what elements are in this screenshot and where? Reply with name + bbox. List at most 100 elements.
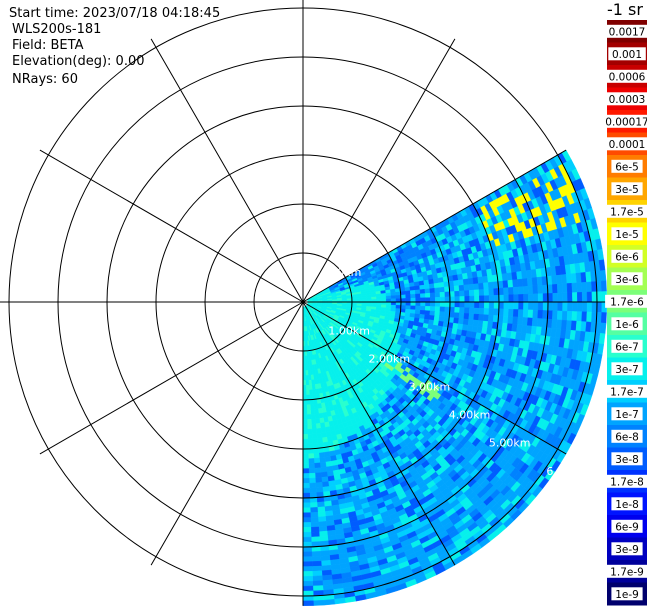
- beta-sector: [302, 149, 608, 607]
- colorbar-tick-label: 1e-8: [615, 499, 639, 511]
- colorbar-tick-label: 6e-5: [615, 161, 639, 173]
- range-gate-cell: [310, 536, 320, 543]
- range-gate-cell: [552, 310, 558, 321]
- range-gate-cell: [395, 291, 402, 296]
- range-gate-cell: [581, 281, 588, 293]
- colorbar-tick-label: 0.0003: [609, 94, 646, 106]
- range-gate-cell: [318, 452, 326, 459]
- range-gate-cell: [483, 308, 490, 316]
- range-gate-cell: [307, 428, 313, 435]
- colorbar-label-bg: [611, 497, 643, 511]
- range-gate-cell: [483, 295, 490, 303]
- range-gate-cell: [311, 428, 318, 435]
- range-gate-cell: [415, 297, 421, 303]
- range-gate-cell: [405, 290, 411, 296]
- range-gate-cell: [315, 423, 321, 429]
- range-gate-cell: [302, 487, 310, 494]
- range-gate-cell: [523, 293, 529, 303]
- radial-lines: [0, 0, 607, 606]
- range-gate-cell: [425, 301, 431, 307]
- range-gate-cell: [319, 461, 327, 468]
- colorbar-label-bg: [611, 159, 643, 173]
- range-gate-cell: [439, 311, 446, 318]
- radial-line: [302, 301, 456, 566]
- range-gate-cell: [308, 477, 316, 484]
- range-gate-cell: [438, 316, 445, 323]
- range-gate-cell: [517, 309, 524, 318]
- range-gate-cell: [434, 292, 441, 298]
- colorbar-label-bg: [611, 452, 643, 466]
- range-gate-cell: [308, 389, 313, 396]
- range-gate-cell: [302, 512, 311, 518]
- range-gate-cell: [302, 458, 309, 464]
- range-gate-cell: [513, 301, 519, 310]
- range-gate-cell: [430, 297, 436, 303]
- range-gate-cell: [308, 379, 312, 386]
- range-gate-cell: [439, 291, 446, 298]
- range-gate-cell: [400, 298, 407, 303]
- range-gate-cell: [305, 384, 310, 391]
- range-gate-cell: [586, 281, 593, 293]
- colorbar-tick-label: 6e-8: [615, 431, 639, 443]
- range-gate-cell: [302, 394, 307, 401]
- colorbar-tick-label: 1e-6: [615, 319, 639, 331]
- nrays-label: NRays: 60: [12, 72, 78, 87]
- colorbar-label-bg: [608, 47, 646, 61]
- range-gate-cell: [306, 414, 312, 420]
- range-gate-cell: [302, 399, 307, 406]
- range-gate-cell: [512, 309, 519, 318]
- range-gate-cell: [493, 301, 500, 310]
- range-gate-cell: [518, 294, 524, 303]
- colorbar-label-bg: [611, 272, 643, 286]
- range-gate-cell: [591, 301, 598, 313]
- range-gate-cell: [517, 316, 524, 326]
- range-gate-cell: [449, 296, 456, 303]
- range-gate-cell: [493, 294, 500, 303]
- range-gate-cell: [306, 419, 312, 425]
- range-gate-cell: [566, 310, 573, 322]
- elevation-label: Elevation(deg): 0.00: [12, 54, 145, 69]
- range-gate-cell: [459, 296, 465, 303]
- range-gate-cell: [405, 294, 411, 299]
- range-gate-cell: [503, 294, 510, 303]
- range-gate-cell: [464, 290, 470, 297]
- range-gate-cell: [459, 290, 465, 297]
- range-gate-cell: [433, 315, 440, 322]
- range-gate-cell: [567, 301, 573, 312]
- range-gate-cell: [512, 279, 519, 288]
- colorbar-label-bg: [611, 429, 643, 443]
- range-gate-cell: [319, 457, 326, 464]
- range-gate-cell: [508, 301, 514, 310]
- range-gate-cell: [444, 306, 451, 313]
- range-gate-cell: [395, 294, 402, 300]
- range-gate-cell: [576, 282, 583, 293]
- colorbar-tick-label: 6e-6: [615, 251, 639, 263]
- range-gate-cell: [317, 511, 326, 518]
- range-gate-cell: [526, 277, 533, 287]
- range-gate-cell: [598, 332, 606, 345]
- range-gate-cell: [302, 571, 313, 577]
- range-gate-cell: [576, 292, 583, 303]
- range-gate-cell: [586, 291, 593, 303]
- range-gate-cell: [308, 472, 316, 479]
- range-gate-cell: [404, 286, 411, 292]
- range-gate-cell: [454, 290, 460, 297]
- range-gate-cell: [458, 284, 465, 292]
- range-gate-cell: [395, 301, 402, 306]
- range-gate-cell: [414, 285, 421, 291]
- range-gate-cell: [581, 301, 588, 313]
- range-gate-cell: [395, 298, 402, 303]
- range-gate-cell: [542, 301, 549, 311]
- range-gate-cell: [424, 306, 431, 312]
- range-gate-cell: [434, 301, 441, 308]
- range-gate-cell: [434, 296, 441, 303]
- colorbar-tick-label: 0.0001: [609, 139, 646, 151]
- range-gate-cell: [410, 297, 416, 303]
- range-gate-cell: [310, 413, 316, 420]
- range-gate-cell: [307, 438, 314, 445]
- range-gate-cell: [313, 457, 321, 464]
- range-gate-cell: [302, 409, 308, 415]
- range-gate-cell: [425, 297, 431, 303]
- range-gate-cell: [376, 296, 382, 300]
- colorbar-label-bg: [611, 587, 643, 601]
